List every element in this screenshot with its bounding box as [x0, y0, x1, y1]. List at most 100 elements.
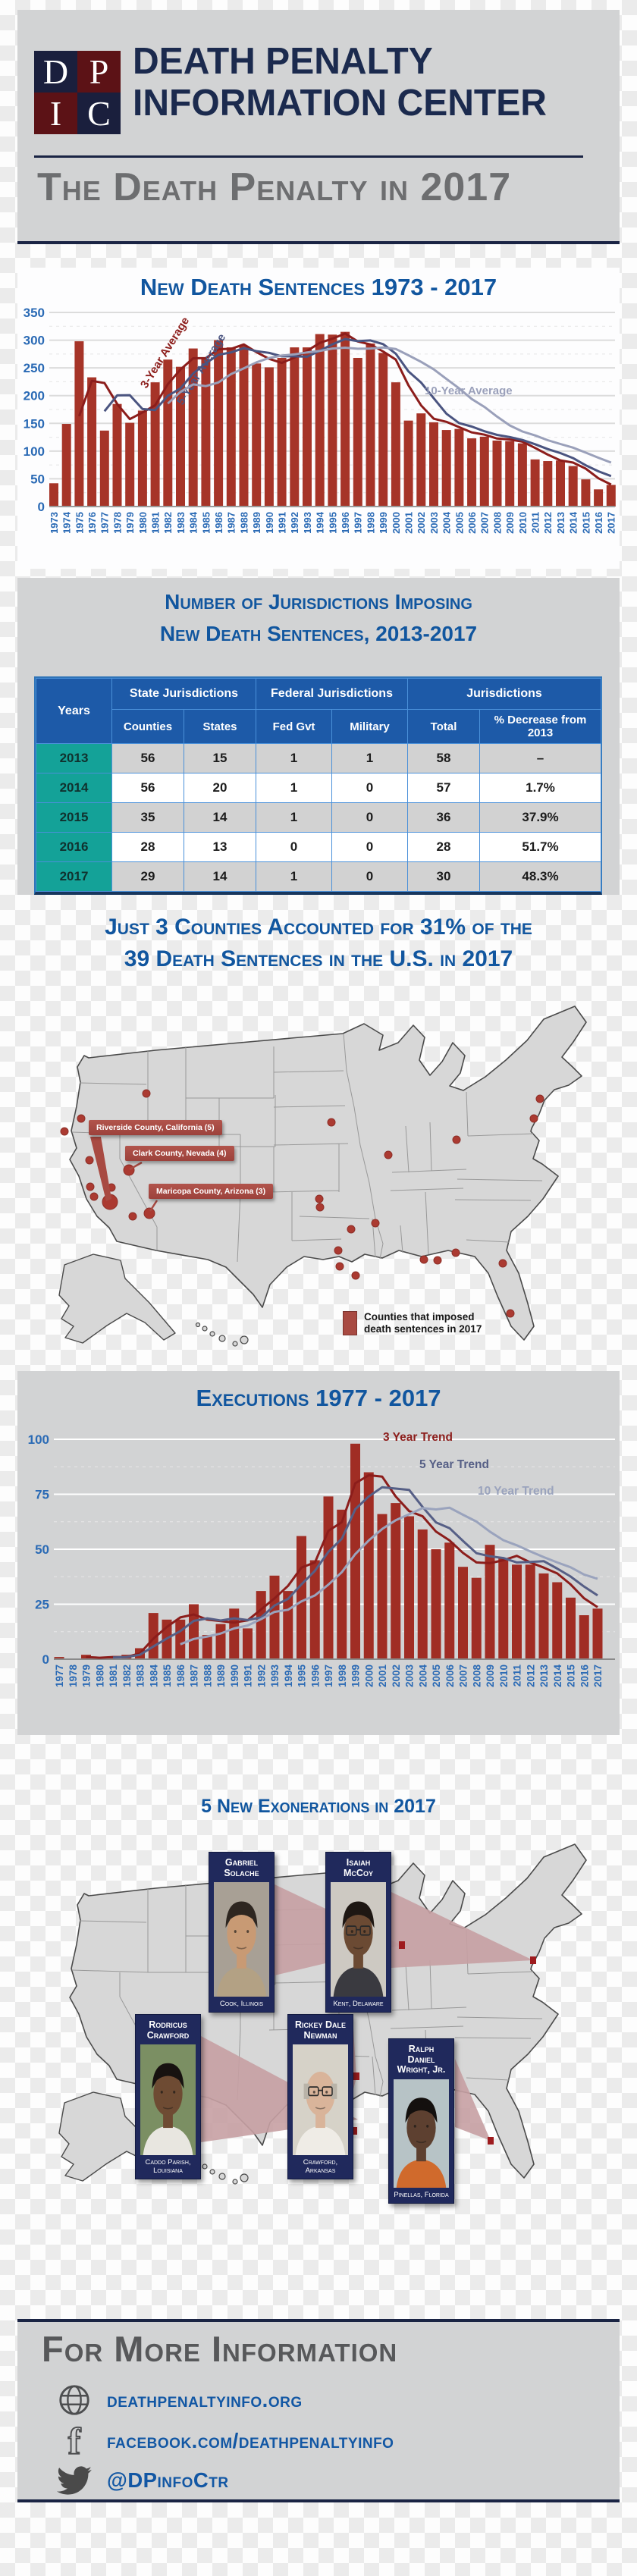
callout-riverside: Riverside County, California (5) [89, 1120, 222, 1135]
cell-2013-2: 1 [256, 743, 332, 773]
bar-2011 [530, 459, 540, 507]
cell-2014-4: 57 [407, 773, 480, 803]
x-tick-1999: 1999 [350, 1665, 362, 1687]
col-group-0: State Jurisdictions [111, 678, 256, 710]
exoneree-card-3: Rickey Dale Newman Crawford, Arkansas [287, 2014, 353, 2179]
bar-2013 [538, 1573, 549, 1659]
trend-label-5yr: 5 Year Trend [419, 1458, 489, 1471]
sentences-chart-section: 0 50 100 150 200 250 300 350 1973 1974 1975 1976 197… [17, 268, 620, 569]
bar-1982 [163, 359, 173, 507]
x-tick-2000: 2000 [363, 1665, 375, 1687]
bar-2005 [431, 1549, 441, 1659]
year-cell-2014: 2014 [36, 773, 112, 803]
x-tick-2010: 2010 [498, 1665, 510, 1687]
bar-1973 [49, 483, 58, 507]
y-tick-0: 0 [42, 1652, 49, 1667]
x-tick-1992: 1992 [256, 1665, 267, 1687]
bar-2016 [579, 1615, 589, 1659]
bar-1974 [61, 424, 71, 507]
y-tick-350: 350 [24, 306, 45, 320]
bar-1986 [175, 1619, 186, 1659]
bar-1977 [99, 430, 109, 507]
x-tick-1990: 1990 [264, 512, 275, 534]
x-tick-1976: 1976 [86, 512, 98, 534]
cell-2015-5: 37.9% [479, 802, 602, 833]
jurisdictions-table-wrap: Years State Jurisdictions Federal Jurisdic… [34, 676, 602, 895]
cell-2017-0: 29 [111, 861, 184, 892]
bar-1987 [226, 347, 236, 507]
bar-1988 [239, 345, 249, 507]
county-dot-22 [351, 1271, 360, 1280]
facebook-link[interactable]: facebook.com/deathpenaltyinfo [107, 2429, 394, 2452]
cell-2016-0: 28 [111, 832, 184, 862]
year-cell-2016: 2016 [36, 832, 112, 862]
y-tick-150: 150 [24, 416, 45, 431]
x-tick-2017: 2017 [606, 512, 617, 534]
bar-1990 [264, 367, 274, 507]
county-dot-13 [452, 1135, 461, 1144]
wedge-1 [391, 1892, 533, 1968]
x-tick-1984: 1984 [148, 1665, 159, 1688]
globe-icon [59, 2385, 89, 2415]
bar-1979 [81, 1655, 91, 1659]
portrait-svg [394, 2079, 449, 2188]
county-dot-21 [335, 1262, 344, 1271]
bar-1997 [353, 357, 362, 507]
bar-2006 [444, 1542, 455, 1659]
y-tick-200: 200 [24, 389, 45, 403]
x-tick-1988: 1988 [238, 512, 249, 534]
bar-2003 [404, 1516, 414, 1659]
website-link[interactable]: deathpenaltyinfo.org [107, 2388, 303, 2411]
trend-line-10yr [167, 346, 612, 464]
marker-delaware [530, 1956, 536, 1964]
counties-legend: Counties that imposed death sentences in… [343, 1311, 482, 1335]
bar-2010 [498, 1558, 509, 1659]
bar-2010 [517, 443, 527, 507]
legend-line1: Counties that imposed [364, 1311, 475, 1323]
portrait-svg [293, 2044, 348, 2155]
callout-maricopa: Maricopa County, Arizona (3) [149, 1184, 274, 1199]
x-tick-1992: 1992 [289, 512, 300, 534]
bar-1996 [340, 331, 350, 507]
cell-2016-5: 51.7% [479, 832, 602, 862]
counties-title-line2: 39 Death Sentences in the U.S. in 2017 [124, 946, 513, 971]
exoneree-location: Caddo Parish, Louisiana [145, 2158, 191, 2175]
cell-2017-1: 14 [184, 861, 256, 892]
x-tick-2005: 2005 [431, 1665, 442, 1688]
x-tick-2001: 2001 [403, 512, 415, 534]
cell-2015-4: 36 [407, 802, 480, 833]
table-title-line2: New Death Sentences, 2013-2017 [159, 622, 478, 645]
col-header-total: Total [407, 709, 480, 744]
bar-1984 [188, 348, 198, 507]
footer-section: For More Information deathpenaltyinfo.or… [17, 2319, 620, 2502]
col-header--decrease-from-2013: % Decrease from 2013 [479, 709, 602, 744]
x-tick-2014: 2014 [568, 511, 579, 534]
y-tick-250: 250 [24, 361, 45, 375]
x-tick-2004: 2004 [441, 511, 453, 534]
marker-florida [488, 2137, 494, 2145]
county-dot-2 [60, 1127, 69, 1136]
x-tick-1982: 1982 [162, 512, 174, 534]
bar-2017 [606, 485, 616, 507]
bar-1990 [229, 1608, 240, 1659]
page-title: The Death Penalty in 2017 [37, 165, 512, 209]
bar-1996 [309, 1560, 320, 1659]
county-dot-15 [529, 1114, 538, 1123]
bar-1998 [337, 1509, 347, 1659]
logo-letter-I: I [34, 93, 77, 134]
x-tick-1993: 1993 [269, 1665, 281, 1688]
exoneree-name: Rodricus Crawford [146, 2019, 190, 2041]
portrait-rodricus-crawford [140, 2044, 196, 2155]
x-tick-2009: 2009 [485, 1665, 496, 1687]
cell-2016-2: 0 [256, 832, 332, 862]
twitter-link[interactable]: @DPinfoCtr [107, 2468, 229, 2492]
col-header-military: Military [331, 709, 408, 744]
x-tick-1996: 1996 [309, 1665, 321, 1688]
x-tick-2010: 2010 [517, 512, 529, 534]
bar-2015 [566, 1597, 576, 1659]
cell-2013-5: – [479, 743, 602, 773]
x-tick-1984: 1984 [188, 511, 199, 534]
county-dots [60, 1089, 544, 1318]
bar-2007 [479, 436, 489, 507]
x-tick-1978: 1978 [67, 1665, 79, 1688]
